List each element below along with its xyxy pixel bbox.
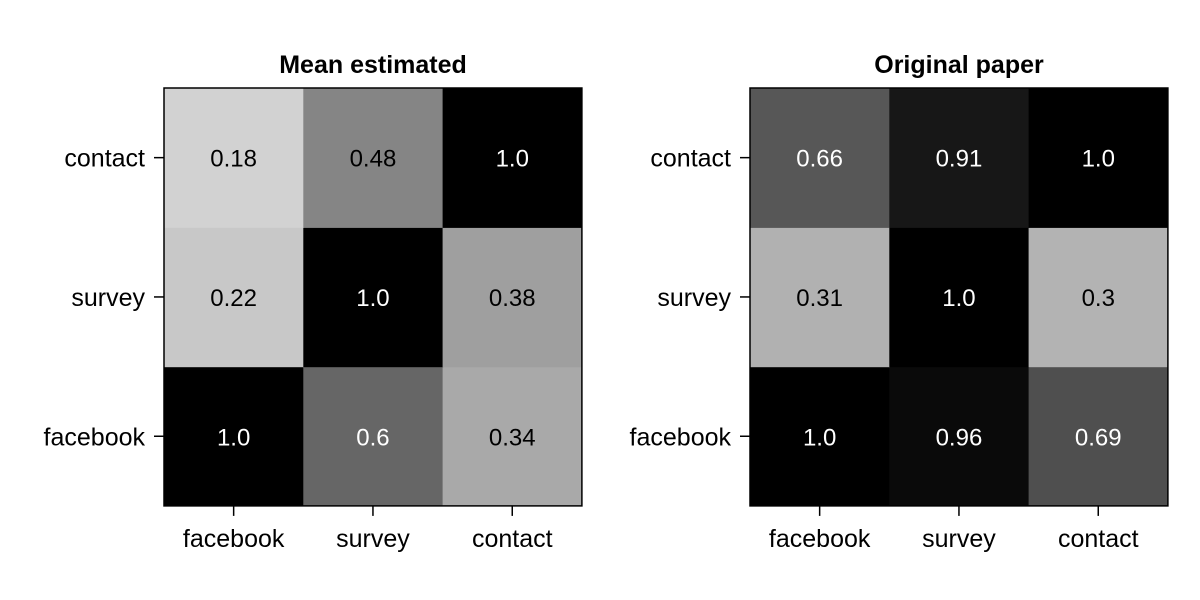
cell-value-label: 1.0 bbox=[803, 424, 836, 451]
cell-value-label: 0.34 bbox=[489, 424, 536, 451]
heatmap-cell bbox=[164, 88, 304, 228]
cell-value-label: 0.3 bbox=[1082, 285, 1115, 312]
chart-title: Original paper bbox=[874, 51, 1044, 79]
heatmap-cell bbox=[303, 227, 444, 368]
heatmap-cell bbox=[303, 366, 444, 507]
y-tick-label: facebook bbox=[44, 423, 146, 451]
cell-value-label: 0.91 bbox=[936, 146, 983, 173]
cell-value-label: 1.0 bbox=[496, 146, 529, 173]
heatmap-cell bbox=[442, 227, 583, 368]
heatmap-cell bbox=[1028, 227, 1169, 368]
cell-value-label: 0.6 bbox=[356, 424, 389, 451]
cell-value-label: 0.22 bbox=[210, 285, 257, 312]
cell-value-label: 1.0 bbox=[1082, 146, 1115, 173]
heatmap-cell bbox=[442, 88, 583, 228]
cell-value-label: 1.0 bbox=[217, 424, 250, 451]
x-tick-label: contact bbox=[472, 525, 553, 553]
y-tick-label: survey bbox=[657, 284, 731, 312]
y-tick-label: contact bbox=[650, 145, 731, 173]
cell-value-label: 0.96 bbox=[936, 424, 983, 451]
y-tick-label: contact bbox=[64, 145, 145, 173]
heatmap-cell bbox=[750, 227, 890, 368]
cell-value-label: 0.38 bbox=[489, 285, 536, 312]
cell-value-label: 1.0 bbox=[942, 285, 975, 312]
cell-value-label: 0.69 bbox=[1075, 424, 1122, 451]
heatmap-cell bbox=[750, 88, 890, 228]
y-tick-label: facebook bbox=[630, 423, 732, 451]
x-tick-label: facebook bbox=[769, 525, 871, 553]
x-tick-label: survey bbox=[922, 525, 996, 553]
heatmap-cell bbox=[889, 366, 1030, 507]
chart-title: Mean estimated bbox=[279, 51, 467, 79]
cell-value-label: 0.31 bbox=[796, 285, 843, 312]
x-tick-label: contact bbox=[1058, 525, 1139, 553]
x-tick-label: survey bbox=[336, 525, 410, 553]
heatmap-cell bbox=[889, 88, 1030, 228]
heatmap-mean-estimated: Mean estimated 1.0 0.6 0.34 0.22 1.0 0.38 0.18… bbox=[44, 51, 583, 553]
heatmap-cell bbox=[889, 227, 1030, 368]
heatmap-cell bbox=[164, 366, 304, 507]
y-tick-label: survey bbox=[71, 284, 145, 312]
cell-value-label: 1.0 bbox=[356, 285, 389, 312]
cell-value-label: 0.66 bbox=[796, 146, 843, 173]
heatmap-cell bbox=[164, 227, 304, 368]
heatmap-original-paper: Original paper 1.0 0.96 0.69 0.31 1.0 0.3 0.66… bbox=[630, 51, 1169, 553]
x-tick-label: facebook bbox=[183, 525, 285, 553]
cell-value-label: 0.18 bbox=[210, 146, 257, 173]
heatmap-cell bbox=[442, 366, 583, 507]
heatmap-cell bbox=[1028, 88, 1169, 228]
heatmap-cell bbox=[750, 366, 890, 507]
cell-value-label: 0.48 bbox=[350, 146, 397, 173]
heatmap-cell bbox=[1028, 366, 1169, 507]
heatmap-cell bbox=[303, 88, 444, 228]
